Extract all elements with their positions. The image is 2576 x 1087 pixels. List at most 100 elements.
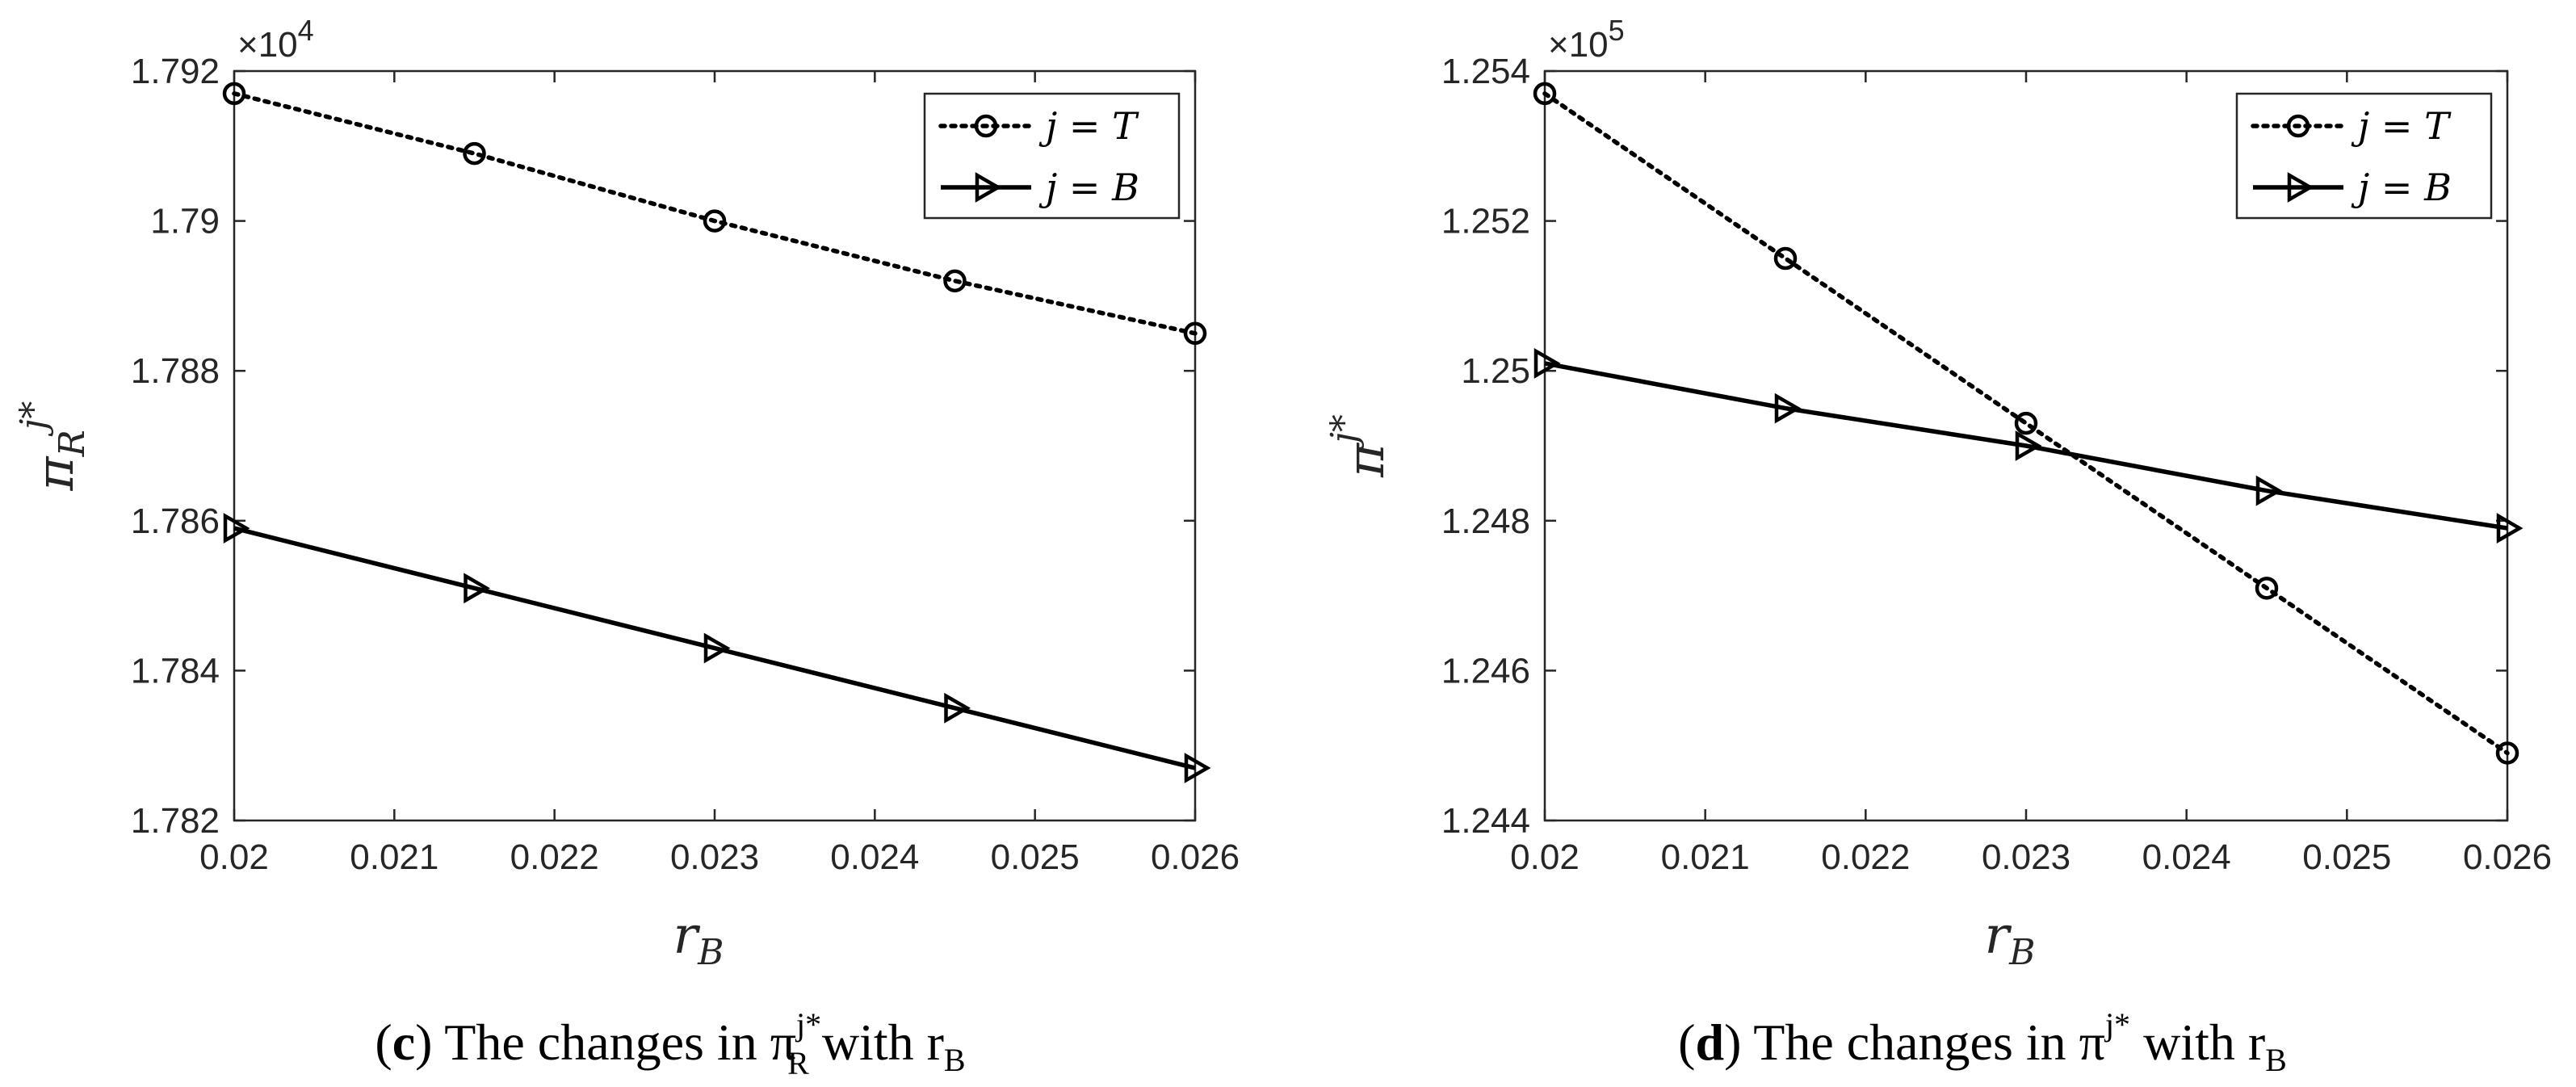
legend-marker <box>975 172 1002 203</box>
x-tick-label: 0.023 <box>670 837 759 877</box>
legend-val: T <box>2424 104 2452 148</box>
data-point <box>2014 411 2038 435</box>
y-tick-label: 1.788 <box>131 351 220 391</box>
multiplier-base: ×10 <box>237 25 298 65</box>
data-point <box>1533 82 1557 106</box>
legend-eq: = <box>1057 104 1112 148</box>
data-point <box>463 141 486 166</box>
legend-box <box>923 92 1181 220</box>
x-tick-label: 0.022 <box>1821 837 1910 877</box>
y-label-main: π <box>26 455 86 491</box>
x-label-sub: B <box>2008 932 2035 973</box>
caption-panel-label: c <box>392 1014 415 1071</box>
caption-sup: j* <box>2104 1006 2130 1043</box>
x-axis-label: rB <box>1985 906 2036 973</box>
y-tick-label: 1.784 <box>131 651 220 690</box>
x-label-sub: B <box>697 932 724 973</box>
legend-val: T <box>1112 104 1139 148</box>
legend-val: B <box>1111 166 1139 209</box>
multiplier-base: ×10 <box>1548 25 1609 65</box>
caption-with: with r <box>2130 1014 2265 1071</box>
data-point <box>1183 321 1207 346</box>
data-point <box>222 82 246 106</box>
x-tick-label: 0.021 <box>350 837 438 877</box>
caption-with-sub: B <box>944 1042 966 1078</box>
series-line <box>1544 361 2508 531</box>
y-label-main: π <box>1336 443 1396 478</box>
legend-label: j = T <box>1038 104 1139 148</box>
legend-entry: j = T <box>2251 104 2452 148</box>
series-line <box>232 91 1198 336</box>
x-tick-label: 0.024 <box>830 837 919 877</box>
y-tick-label: 1.782 <box>131 801 220 841</box>
caption-paren-close: ) <box>1724 1014 1753 1071</box>
y-tick-label: 1.248 <box>1441 502 1530 541</box>
y-axis-multiplier: ×104 <box>237 14 314 65</box>
series-j-B <box>223 513 1211 783</box>
caption-with-sub: B <box>2265 1042 2287 1078</box>
y-tick-label: 1.79 <box>150 202 220 241</box>
series-j-B <box>1533 348 2524 544</box>
x-label-main: r <box>673 906 701 966</box>
x-tick-label: 0.026 <box>2463 837 2552 877</box>
data-point <box>1773 246 1798 271</box>
x-tick-label: 0.022 <box>510 837 599 877</box>
legend-label: j = B <box>1038 166 1139 209</box>
legend-marker <box>974 114 998 138</box>
caption-paren-open: ( <box>375 1014 392 1071</box>
y-tick-label: 1.246 <box>1441 651 1530 690</box>
x-tick-label: 0.021 <box>1661 837 1750 877</box>
data-point <box>2496 513 2524 544</box>
x-tick-label: 0.02 <box>1510 837 1580 877</box>
x-label-main: r <box>1985 906 2012 966</box>
x-tick-label: 0.024 <box>2142 837 2231 877</box>
caption-sub: R <box>787 1045 809 1081</box>
x-tick-label: 0.026 <box>1151 837 1240 877</box>
series-line <box>1542 91 2510 756</box>
data-point <box>1533 348 1561 379</box>
panel-caption: (d) The changes in πj* with rB <box>1678 1006 2287 1078</box>
series-line <box>233 526 1196 770</box>
y-axis-multiplier: ×105 <box>1548 14 1625 65</box>
legend: j = T j = B <box>923 92 1181 220</box>
y-tick-label: 1.252 <box>1441 202 1530 241</box>
legend-val: B <box>2423 166 2452 209</box>
data-point <box>2255 577 2279 600</box>
legend-box <box>2235 92 2493 220</box>
x-tick-label: 0.02 <box>199 837 269 877</box>
legend-eq: = <box>2369 104 2424 148</box>
multiplier-exponent: 5 <box>1609 14 1625 47</box>
multiplier-exponent: 4 <box>298 14 314 47</box>
legend: j = T j = B <box>2235 92 2493 220</box>
caption-text: The changes in π <box>444 1014 796 1071</box>
data-point <box>2255 475 2283 506</box>
legend-label: j = T <box>2351 104 2452 148</box>
x-tick-label: 0.025 <box>2302 837 2391 877</box>
series-j-T <box>222 82 1207 346</box>
y-axis-label: πRj* <box>13 401 93 492</box>
caption-paren-close: ) <box>415 1014 444 1071</box>
legend-marker <box>2287 172 2314 203</box>
caption-panel-label: d <box>1695 1014 1724 1071</box>
series-j-T <box>1533 82 2519 765</box>
y-label-sub: R <box>52 430 93 457</box>
data-point <box>703 209 727 233</box>
legend-marker <box>2286 114 2310 138</box>
data-point <box>223 513 250 544</box>
legend-eq: = <box>1057 166 1112 209</box>
data-point <box>2015 430 2042 461</box>
y-tick-label: 1.25 <box>1461 351 1530 391</box>
y-tick-label: 1.786 <box>131 502 220 541</box>
y-label-sup: j* <box>13 401 54 438</box>
data-point <box>464 573 491 604</box>
data-point <box>1774 392 1802 424</box>
chart-panel-d: 0.02 0.021 0.022 0.023 0.024 0.025 0.026 1.244 1… <box>1324 14 2552 1078</box>
x-tick-label: 0.023 <box>1982 837 2070 877</box>
y-axis-label: πj* <box>1324 414 1396 478</box>
data-point <box>944 692 971 724</box>
chart-panel-c: 0.02 0.021 0.022 0.023 0.024 0.025 0.026 1.782 1… <box>13 14 1240 1081</box>
y-tick-label: 1.244 <box>1441 801 1530 841</box>
data-point <box>703 632 731 664</box>
y-tick-label: 1.254 <box>1441 52 1530 91</box>
